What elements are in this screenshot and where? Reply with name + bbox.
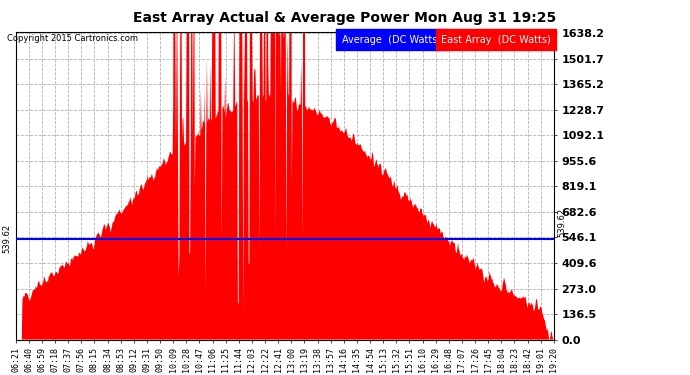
Text: 539.62: 539.62 (558, 208, 566, 237)
Text: East Array Actual & Average Power Mon Aug 31 19:25: East Array Actual & Average Power Mon Au… (133, 11, 557, 25)
Legend: Average  (DC Watts), East Array  (DC Watts): Average (DC Watts), East Array (DC Watts… (339, 32, 554, 47)
Text: Copyright 2015 Cartronics.com: Copyright 2015 Cartronics.com (7, 34, 138, 43)
Text: 539.62: 539.62 (3, 224, 12, 253)
